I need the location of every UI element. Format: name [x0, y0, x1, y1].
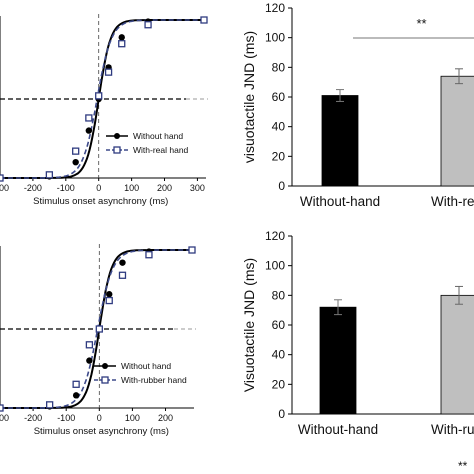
legend-label: With-real hand	[133, 145, 189, 155]
y-tick-label: 0	[278, 179, 285, 193]
x-tick-label: -300	[0, 413, 9, 423]
y-tick-label: 20	[272, 149, 286, 163]
y-tick-label: 100	[265, 31, 285, 45]
x-tick-label: -200	[24, 413, 42, 423]
data-point-with-hand	[0, 404, 4, 412]
y-tick-label: 100	[265, 259, 285, 273]
y-tick-label: 80	[272, 288, 286, 302]
x-tick-label: 0	[96, 183, 101, 193]
significance-marker: **	[416, 16, 426, 31]
data-point-with-hand	[118, 40, 126, 48]
data-point-with-hand	[144, 21, 152, 29]
y-axis-title: Visuotactile JND (ms)	[241, 258, 257, 392]
data-point-without-hand	[85, 127, 93, 134]
data-point-with-hand	[105, 296, 113, 305]
y-tick-label: 20	[272, 377, 286, 391]
fit-curve-with-hand	[0, 249, 192, 409]
data-point-without-hand	[72, 159, 79, 166]
data-point-without-hand	[72, 392, 80, 399]
legend-label: Without hand	[121, 361, 171, 371]
x-tick-label: -100	[57, 413, 75, 423]
data-point-with-hand	[85, 114, 93, 122]
data-point-without-hand	[106, 291, 113, 298]
data-point-with-hand	[95, 92, 103, 100]
legend-marker-square	[101, 376, 109, 384]
legend-marker-circle	[102, 363, 108, 369]
jnd-bar-chart-top: 0 20 40 60 80 100 120 visuotactile JND (ms) With…	[241, 1, 474, 209]
category-label: With-rubb	[431, 422, 474, 437]
legend-label: Without hand	[133, 131, 183, 141]
data-point-with-hand	[188, 246, 196, 254]
x-tick-label: -200	[24, 183, 42, 193]
y-tick-label: 60	[272, 318, 286, 332]
x-tick-label: 200	[158, 413, 173, 423]
y-axis-title: visuotactile JND (ms)	[241, 31, 257, 163]
x-tick-label: 100	[124, 183, 139, 193]
data-point-with-hand	[72, 380, 80, 388]
data-point-with-hand	[85, 341, 94, 349]
legend-marker-square	[113, 146, 121, 154]
data-point-without-hand	[86, 357, 93, 364]
psychometric-plot-bottom: -300 -200 -100 0 100 200 Stimulus onset asynch…	[0, 244, 196, 437]
x-tick-label: 300	[190, 183, 205, 193]
psychometric-plot-top: -300 -200 -100 0 100 200 300 Stimulus onset asy…	[0, 14, 208, 207]
jnd-bar-chart-bottom: 0 20 40 60 80 100 120 Visuotactile JND (ms) With…	[241, 229, 474, 437]
corner-significance-text: **	[458, 459, 468, 473]
data-point-without-hand	[119, 259, 126, 266]
category-label: Without-hand	[298, 422, 378, 437]
x-tick-label: 0	[97, 413, 102, 423]
bar-with-hand	[440, 75, 474, 187]
data-point-with-hand	[95, 325, 103, 333]
data-point-with-hand	[200, 16, 208, 24]
data-point-with-hand	[104, 68, 113, 76]
y-tick-label: 60	[272, 90, 286, 104]
y-tick-label: 80	[272, 60, 286, 74]
x-axis-title: Stimulus onset asynchrony (ms)	[34, 426, 169, 437]
y-tick-label: 40	[272, 120, 286, 134]
x-axis-title: Stimulus onset asynchrony (ms)	[33, 196, 168, 207]
data-point-with-hand	[118, 271, 127, 279]
bar-without-hand	[319, 306, 357, 415]
data-point-with-hand	[72, 147, 80, 155]
y-tick-label: 120	[265, 1, 285, 15]
y-tick-label: 120	[265, 229, 285, 243]
x-tick-label: -100	[57, 183, 75, 193]
data-point-with-hand	[145, 251, 153, 259]
y-tick-label: 40	[272, 348, 286, 362]
legend-marker-circle	[114, 133, 120, 139]
x-tick-label: -300	[0, 183, 9, 193]
bar-with-hand	[440, 294, 474, 415]
x-tick-label: 200	[157, 183, 172, 193]
data-point-without-hand	[118, 34, 125, 41]
data-point-with-hand	[46, 401, 54, 409]
y-tick-label: 0	[278, 407, 285, 421]
x-tick-label: 100	[125, 413, 140, 423]
legend-label: With-rubber hand	[121, 375, 187, 385]
data-point-with-hand	[45, 171, 54, 179]
data-point-with-hand	[0, 174, 4, 182]
bar-without-hand	[321, 95, 359, 187]
fit-curve-with-hand	[0, 19, 204, 179]
category-label: With-re	[431, 194, 474, 209]
category-label: Without-hand	[300, 194, 380, 209]
